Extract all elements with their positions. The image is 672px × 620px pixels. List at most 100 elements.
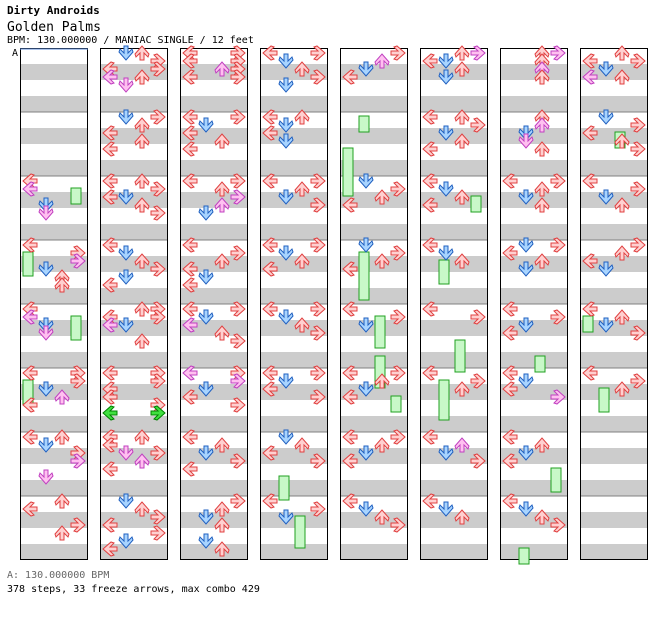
beat-band [420,160,488,176]
right-arrow [150,525,166,541]
up-arrow [54,493,70,509]
beat-band [20,480,88,496]
beat-band [500,192,568,208]
left-arrow [102,541,118,557]
right-arrow [310,237,326,253]
beat-band [420,224,488,240]
up-arrow [134,45,150,61]
right-arrow [230,333,246,349]
right-arrow [150,509,166,525]
down-arrow [358,317,374,333]
beat-band [100,96,168,112]
right-arrow [470,117,486,133]
column-border [580,48,648,560]
right-arrow [150,445,166,461]
beat-band [580,192,648,208]
up-arrow [134,453,150,469]
left-arrow [102,141,118,157]
left-arrow [422,173,438,189]
left-arrow [262,237,278,253]
left-arrow [22,429,38,445]
up-arrow [614,45,630,61]
down-arrow [278,509,294,525]
up-arrow [534,197,550,213]
down-arrow [278,77,294,93]
right-arrow [390,245,406,261]
down-arrow [598,189,614,205]
beat-band [580,352,648,368]
right-arrow [550,173,566,189]
freeze-arrow [70,315,82,341]
left-arrow [502,245,518,261]
down-arrow [518,317,534,333]
beat-band [100,480,168,496]
beat-band [100,416,168,432]
beat-band [340,480,408,496]
down-arrow [518,261,534,277]
beat-band [340,224,408,240]
chart-column [340,48,408,560]
bpm-marker-label: A [12,48,19,59]
freeze-arrow [438,379,450,421]
beat-band [340,352,408,368]
right-arrow [150,405,166,421]
freeze-arrow [358,251,370,301]
left-arrow [182,109,198,125]
chart-info: BPM: 130.000000 / MANIAC SINGLE / 12 fee… [7,35,254,46]
left-arrow [102,405,118,421]
up-arrow [614,133,630,149]
right-arrow [150,261,166,277]
right-arrow [470,373,486,389]
left-arrow [422,493,438,509]
right-arrow [310,173,326,189]
down-arrow [198,445,214,461]
up-arrow [134,501,150,517]
beat-band [260,160,328,176]
right-arrow [150,309,166,325]
right-arrow [230,69,246,85]
left-arrow [182,317,198,333]
beat-band [500,128,568,144]
right-arrow [70,453,86,469]
song-title: Golden Palms [7,20,101,35]
down-arrow [278,309,294,325]
left-arrow [422,141,438,157]
left-arrow [22,181,38,197]
up-arrow [454,509,470,525]
right-arrow [70,373,86,389]
right-arrow [310,197,326,213]
right-arrow [310,69,326,85]
beat-band [580,480,648,496]
left-arrow [182,141,198,157]
freeze-arrow [582,315,594,333]
right-arrow [630,141,646,157]
down-arrow [38,197,54,213]
freeze-arrow [598,387,610,413]
up-arrow [214,133,230,149]
down-arrow [358,61,374,77]
up-arrow [214,253,230,269]
beat-band [20,64,88,80]
up-arrow [374,53,390,69]
left-arrow [502,381,518,397]
beat-band [20,224,88,240]
right-arrow [390,45,406,61]
right-arrow [310,45,326,61]
up-arrow [454,381,470,397]
up-arrow [134,333,150,349]
beat-band [20,416,88,432]
right-arrow [230,301,246,317]
right-arrow [550,309,566,325]
left-arrow [102,389,118,405]
up-arrow [454,45,470,61]
right-arrow [390,429,406,445]
freeze-arrow [374,315,386,349]
chart-column [260,48,328,560]
beat-band [340,128,408,144]
up-arrow [214,517,230,533]
up-arrow [534,181,550,197]
left-arrow [102,437,118,453]
down-arrow [118,189,134,205]
up-arrow [454,189,470,205]
freeze-arrow [70,187,82,205]
